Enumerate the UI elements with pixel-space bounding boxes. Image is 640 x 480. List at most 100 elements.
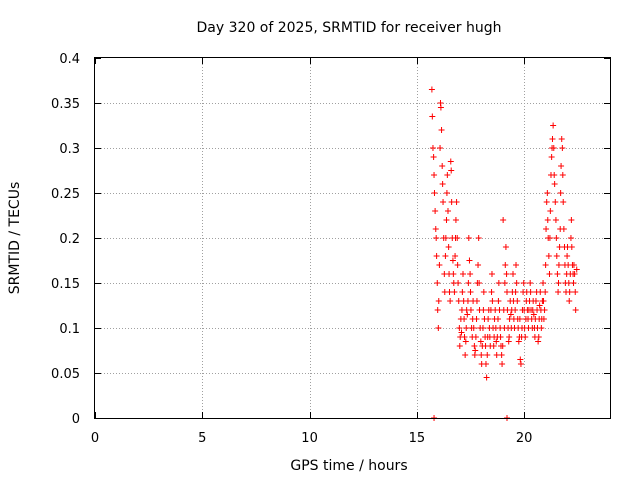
data-point bbox=[558, 163, 565, 169]
data-point bbox=[571, 271, 578, 277]
data-point bbox=[551, 172, 558, 178]
chart-title: Day 320 of 2025, SRMTID for receiver hug… bbox=[197, 20, 502, 36]
data-point bbox=[545, 253, 552, 259]
data-point bbox=[476, 280, 483, 286]
data-point bbox=[431, 190, 438, 196]
data-point bbox=[514, 298, 521, 304]
data-point bbox=[467, 289, 474, 295]
data-point bbox=[439, 181, 446, 187]
data-point bbox=[553, 253, 560, 259]
data-point bbox=[456, 325, 463, 331]
data-point bbox=[498, 352, 505, 358]
data-point bbox=[513, 280, 520, 286]
plot-frame bbox=[94, 57, 611, 419]
data-point bbox=[454, 262, 461, 268]
data-point bbox=[554, 271, 561, 277]
y-tick-label: 0 bbox=[72, 412, 80, 427]
data-point bbox=[517, 361, 524, 367]
data-point bbox=[572, 307, 579, 313]
data-point bbox=[570, 280, 577, 286]
data-point bbox=[475, 262, 482, 268]
data-point bbox=[568, 244, 575, 250]
data-point bbox=[484, 352, 491, 358]
data-point bbox=[566, 298, 573, 304]
data-point bbox=[449, 257, 456, 264]
data-point bbox=[499, 361, 506, 367]
data-point bbox=[445, 244, 452, 250]
data-point bbox=[443, 190, 450, 196]
data-point bbox=[488, 289, 495, 295]
data-point bbox=[473, 316, 480, 322]
data-point bbox=[512, 289, 519, 295]
data-point bbox=[452, 217, 459, 223]
data-point bbox=[456, 343, 463, 349]
data-point bbox=[560, 199, 567, 205]
data-point bbox=[442, 253, 449, 259]
data-point bbox=[460, 271, 467, 277]
x-tick-label: 20 bbox=[516, 431, 533, 446]
data-point bbox=[475, 235, 482, 241]
data-point bbox=[557, 190, 564, 196]
grid-lines bbox=[95, 58, 610, 418]
data-point bbox=[447, 158, 454, 165]
data-point bbox=[432, 208, 439, 214]
data-point bbox=[477, 338, 484, 345]
data-point bbox=[428, 86, 435, 93]
data-point bbox=[512, 307, 519, 313]
data-point bbox=[435, 298, 442, 304]
y-tick-label: 0.35 bbox=[51, 97, 80, 112]
data-point bbox=[435, 325, 442, 331]
data-point bbox=[479, 325, 486, 331]
data-point bbox=[552, 199, 559, 205]
data-point bbox=[504, 289, 510, 295]
data-point bbox=[443, 217, 450, 223]
y-tick-label: 0.1 bbox=[59, 322, 80, 337]
data-point bbox=[522, 334, 529, 340]
data-point bbox=[485, 316, 492, 322]
data-point bbox=[466, 257, 473, 264]
data-point bbox=[463, 325, 470, 331]
data-point bbox=[507, 311, 514, 318]
data-point bbox=[495, 280, 502, 286]
data-point bbox=[464, 311, 471, 318]
data-point bbox=[530, 311, 537, 318]
data-point bbox=[483, 374, 490, 381]
data-point bbox=[438, 127, 445, 133]
data-point bbox=[540, 280, 547, 286]
x-tick-label: 0 bbox=[91, 431, 99, 446]
data-point bbox=[546, 271, 553, 277]
x-tick-label: 5 bbox=[198, 431, 206, 446]
data-point bbox=[559, 172, 566, 178]
data-point bbox=[555, 280, 562, 286]
data-point bbox=[451, 289, 458, 295]
data-point bbox=[538, 325, 545, 331]
y-tick-label: 0.15 bbox=[51, 277, 80, 292]
data-point bbox=[543, 226, 550, 232]
data-point bbox=[536, 302, 543, 309]
data-point bbox=[472, 334, 479, 340]
data-point bbox=[558, 136, 565, 142]
y-tick-label: 0.25 bbox=[51, 187, 80, 202]
data-point bbox=[434, 307, 441, 313]
data-point bbox=[465, 235, 472, 241]
data-point bbox=[442, 235, 449, 241]
data-point bbox=[454, 235, 461, 241]
data-point bbox=[550, 145, 557, 151]
data-point bbox=[555, 262, 562, 268]
data-point bbox=[548, 154, 555, 160]
data-point bbox=[440, 199, 447, 205]
data-point bbox=[478, 352, 485, 358]
data-point bbox=[540, 316, 547, 322]
data-point bbox=[532, 298, 539, 304]
y-axis-label: SRMTID / TECUs bbox=[7, 182, 23, 295]
data-point bbox=[490, 343, 497, 349]
data-point bbox=[497, 334, 504, 340]
data-point bbox=[515, 338, 522, 345]
data-point bbox=[500, 217, 507, 223]
data-point bbox=[543, 199, 550, 205]
data-point bbox=[448, 167, 455, 174]
data-point bbox=[462, 338, 469, 345]
y-axis-ticks: 0 0.05 0.1 0.15 0.2 0.25 0.3 0.35 0.4 bbox=[51, 52, 610, 427]
data-point bbox=[542, 289, 549, 295]
data-point bbox=[551, 181, 558, 187]
